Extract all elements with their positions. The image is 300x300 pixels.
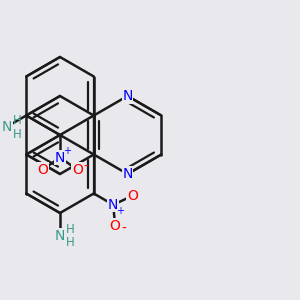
Text: N: N <box>2 120 12 134</box>
Text: O: O <box>127 189 138 203</box>
Text: -: - <box>121 222 126 236</box>
Text: H: H <box>66 236 75 250</box>
Text: N: N <box>108 198 119 212</box>
Text: -: - <box>83 160 88 173</box>
Text: H: H <box>66 223 75 236</box>
Text: H: H <box>13 128 22 141</box>
Text: O: O <box>38 163 48 176</box>
Text: N: N <box>55 151 65 164</box>
Text: O: O <box>72 163 83 176</box>
Text: +: + <box>116 206 124 216</box>
Text: H: H <box>13 114 22 127</box>
Text: N: N <box>55 229 65 242</box>
Text: +: + <box>63 146 70 156</box>
Text: O: O <box>110 219 121 233</box>
Text: N: N <box>122 89 133 103</box>
Text: N: N <box>122 167 133 181</box>
